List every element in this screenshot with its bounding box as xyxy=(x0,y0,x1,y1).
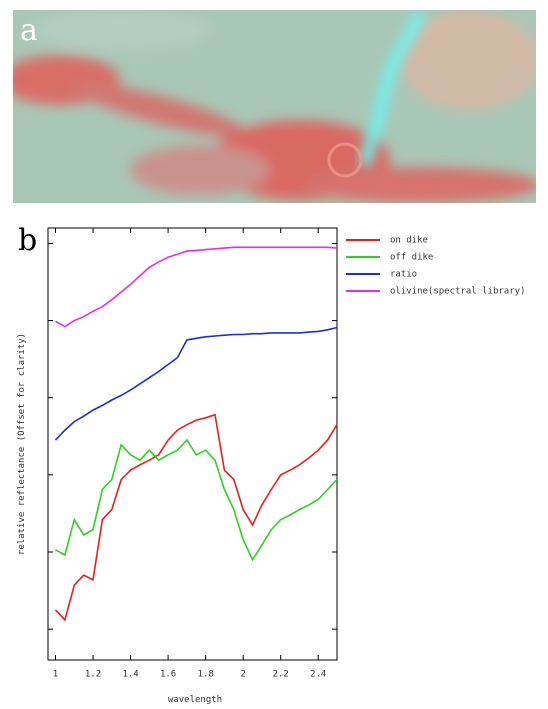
y-axis-label: relative reflectance (Offset for clarity… xyxy=(17,333,27,555)
x-tick-label: 2.4 xyxy=(310,670,326,680)
image-panel: a xyxy=(13,10,536,203)
x-axis-label: wavelength xyxy=(168,695,222,705)
legend-label: ratio xyxy=(390,270,417,280)
legend-label: olivine(spectral library) xyxy=(390,287,525,297)
x-tick-label: 1.6 xyxy=(160,670,176,680)
x-tick-label: 1.4 xyxy=(122,670,138,680)
legend-label: off dike xyxy=(390,253,433,263)
series-line xyxy=(54,413,338,622)
x-tick-label: 1.2 xyxy=(85,670,101,680)
x-tick-label: 2.2 xyxy=(273,670,289,680)
x-tick-label: 1 xyxy=(53,670,58,680)
x-tick-label: 2 xyxy=(240,670,245,680)
legend-label: on dike xyxy=(390,236,428,246)
x-tick-label: 1.8 xyxy=(198,670,214,680)
panel-label: a xyxy=(20,13,38,48)
series-line xyxy=(55,438,338,562)
panel-label: b xyxy=(18,223,37,258)
series-line xyxy=(55,246,338,328)
series-line xyxy=(54,326,338,441)
plot-frame xyxy=(47,227,338,661)
